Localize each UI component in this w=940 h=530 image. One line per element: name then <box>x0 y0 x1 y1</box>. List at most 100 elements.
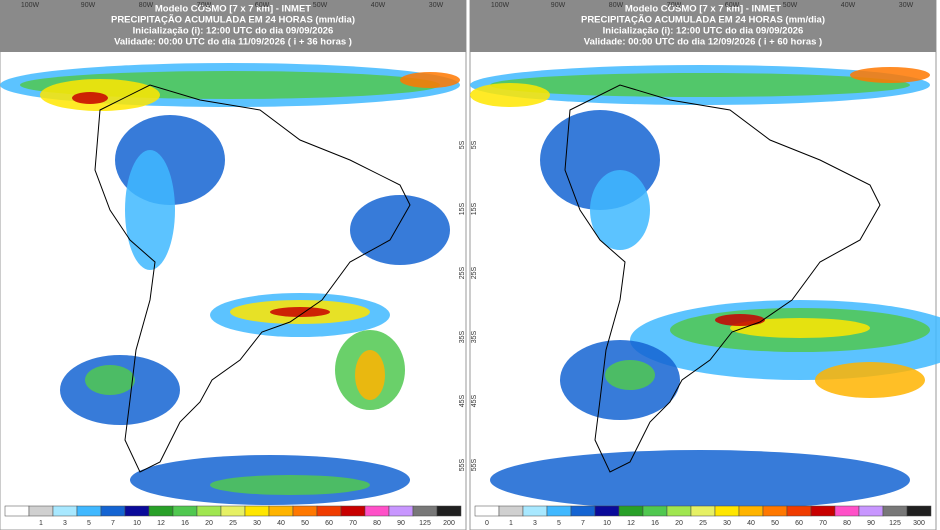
colorbar-swatch <box>642 505 668 517</box>
colorbar-label: 200 <box>443 520 455 527</box>
colorbar-label: 40 <box>747 520 755 527</box>
colorbar-label: 3 <box>533 520 537 527</box>
colorbar-swatch <box>546 505 572 517</box>
colorbar-label: 80 <box>843 520 851 527</box>
lon-label: 50W <box>313 2 328 9</box>
lon-label: 40W <box>841 2 856 9</box>
colorbar-swatch <box>738 505 764 517</box>
precip-area <box>210 475 370 495</box>
lat-label: 5S <box>471 140 478 149</box>
lon-label: 80W <box>609 2 624 9</box>
colorbar-swatch <box>858 505 884 517</box>
precip-area <box>125 150 175 270</box>
lat-label: 15S <box>471 202 478 215</box>
colorbar-swatch <box>762 505 788 517</box>
title-line: Modelo COSMO [7 x 7 km] - INMET <box>625 4 781 15</box>
colorbar-label: 7 <box>581 520 585 527</box>
lon-label: 70W <box>197 2 212 9</box>
map-panel: Modelo COSMO [7 x 7 km] - INMETPRECIPITA… <box>469 0 940 530</box>
lat-label: 25S <box>471 266 478 279</box>
colorbar-swatch <box>436 505 462 517</box>
colorbar-swatch <box>4 505 30 517</box>
title-line: Inicialização (i): 12:00 UTC do dia 09/0… <box>133 26 334 37</box>
precip-area <box>850 67 930 83</box>
colorbar-label: 10 <box>133 520 141 527</box>
precip-area <box>72 92 108 104</box>
colorbar-label: 30 <box>253 520 261 527</box>
colorbar-label: 20 <box>675 520 683 527</box>
colorbar-label: 60 <box>325 520 333 527</box>
colorbar-label: 10 <box>603 520 611 527</box>
colorbar-label: 16 <box>651 520 659 527</box>
colorbar-label: 80 <box>373 520 381 527</box>
colorbar-swatch <box>474 505 500 517</box>
lat-label: 5S <box>459 140 466 149</box>
colorbar-swatch <box>412 505 438 517</box>
colorbar-swatch <box>570 505 596 517</box>
lon-label: 90W <box>81 2 96 9</box>
precip-area <box>590 170 650 250</box>
colorbar-swatch <box>52 505 78 517</box>
precip-area <box>400 72 460 88</box>
continent-outline <box>94 84 411 473</box>
colorbar-swatch <box>594 505 620 517</box>
colorbar-swatch <box>124 505 150 517</box>
colorbar-label: 90 <box>867 520 875 527</box>
precip-area <box>490 450 910 510</box>
colorbar-label: 12 <box>627 520 635 527</box>
colorbar-label: 50 <box>771 520 779 527</box>
colorbar-label: 125 <box>889 520 901 527</box>
colorbar-swatch <box>220 505 246 517</box>
title-line: Validade: 00:00 UTC do dia 12/09/2026 ( … <box>584 37 822 48</box>
title-line: Inicialização (i): 12:00 UTC do dia 09/0… <box>603 26 804 37</box>
colorbar-swatch <box>618 505 644 517</box>
colorbar-label: 1 <box>39 520 43 527</box>
colorbar-label: 20 <box>205 520 213 527</box>
colorbar-swatch <box>148 505 174 517</box>
precip-area <box>490 73 910 97</box>
colorbar-label: 25 <box>229 520 237 527</box>
title-line: Validade: 00:00 UTC do dia 11/09/2026 ( … <box>114 37 352 48</box>
colorbar-label: 5 <box>557 520 561 527</box>
lon-label: 100W <box>491 2 510 9</box>
precip-area <box>470 83 550 107</box>
colorbar-label: 300 <box>913 520 925 527</box>
colorbar-label: 125 <box>419 520 431 527</box>
colorbar-swatch <box>172 505 198 517</box>
lon-label: 80W <box>139 2 154 9</box>
precip-area <box>355 350 385 400</box>
lat-label: 35S <box>471 330 478 343</box>
colorbar-swatch <box>196 505 222 517</box>
colorbar-swatch <box>28 505 54 517</box>
precip-area <box>270 307 330 317</box>
header-box <box>470 0 936 52</box>
lon-label: 60W <box>255 2 270 9</box>
colorbar-swatch <box>364 505 390 517</box>
colorbar-swatch <box>834 505 860 517</box>
colorbar-swatch <box>498 505 524 517</box>
lon-label: 40W <box>371 2 386 9</box>
colorbar-swatch <box>786 505 812 517</box>
colorbar-swatch <box>522 505 548 517</box>
lon-label: 50W <box>783 2 798 9</box>
colorbar-label: 3 <box>63 520 67 527</box>
precip-area <box>85 365 135 395</box>
lon-label: 100W <box>21 2 40 9</box>
colorbar-label: 7 <box>111 520 115 527</box>
colorbar-label: 25 <box>699 520 707 527</box>
colorbar-label: 0 <box>485 520 489 527</box>
precip-area <box>715 314 765 326</box>
precip-area <box>350 195 450 265</box>
lon-label: 30W <box>899 2 914 9</box>
precip-area <box>815 362 925 398</box>
colorbar-label: 70 <box>349 520 357 527</box>
colorbar-label: 5 <box>87 520 91 527</box>
colorbar-swatch <box>388 505 414 517</box>
continent-outline <box>564 84 881 473</box>
title-line: Modelo COSMO [7 x 7 km] - INMET <box>155 4 311 15</box>
map-panel: Modelo COSMO [7 x 7 km] - INMETPRECIPITA… <box>0 0 467 530</box>
title-line: PRECIPITAÇÃO ACUMULADA EM 24 HORAS (mm/d… <box>581 15 825 26</box>
colorbar-label: 16 <box>181 520 189 527</box>
lat-label: 15S <box>459 202 466 215</box>
